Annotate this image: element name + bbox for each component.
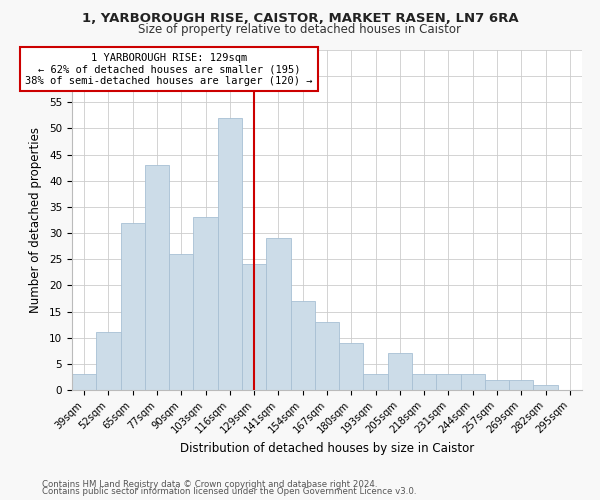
Bar bbox=[436, 374, 461, 390]
Bar bbox=[533, 385, 558, 390]
Bar bbox=[145, 165, 169, 390]
Bar bbox=[218, 118, 242, 390]
Bar bbox=[193, 218, 218, 390]
Text: Size of property relative to detached houses in Caistor: Size of property relative to detached ho… bbox=[139, 24, 461, 36]
Bar bbox=[485, 380, 509, 390]
Bar bbox=[266, 238, 290, 390]
Bar bbox=[412, 374, 436, 390]
Text: Contains HM Land Registry data © Crown copyright and database right 2024.: Contains HM Land Registry data © Crown c… bbox=[42, 480, 377, 489]
Bar bbox=[96, 332, 121, 390]
Bar bbox=[121, 222, 145, 390]
Bar bbox=[315, 322, 339, 390]
Bar bbox=[169, 254, 193, 390]
Bar bbox=[290, 301, 315, 390]
Y-axis label: Number of detached properties: Number of detached properties bbox=[29, 127, 42, 313]
Bar bbox=[509, 380, 533, 390]
Bar bbox=[461, 374, 485, 390]
X-axis label: Distribution of detached houses by size in Caistor: Distribution of detached houses by size … bbox=[180, 442, 474, 456]
Text: 1 YARBOROUGH RISE: 129sqm
← 62% of detached houses are smaller (195)
38% of semi: 1 YARBOROUGH RISE: 129sqm ← 62% of detac… bbox=[25, 52, 313, 86]
Bar bbox=[72, 374, 96, 390]
Bar bbox=[339, 343, 364, 390]
Bar bbox=[388, 354, 412, 390]
Bar bbox=[242, 264, 266, 390]
Text: Contains public sector information licensed under the Open Government Licence v3: Contains public sector information licen… bbox=[42, 487, 416, 496]
Bar bbox=[364, 374, 388, 390]
Text: 1, YARBOROUGH RISE, CAISTOR, MARKET RASEN, LN7 6RA: 1, YARBOROUGH RISE, CAISTOR, MARKET RASE… bbox=[82, 12, 518, 24]
